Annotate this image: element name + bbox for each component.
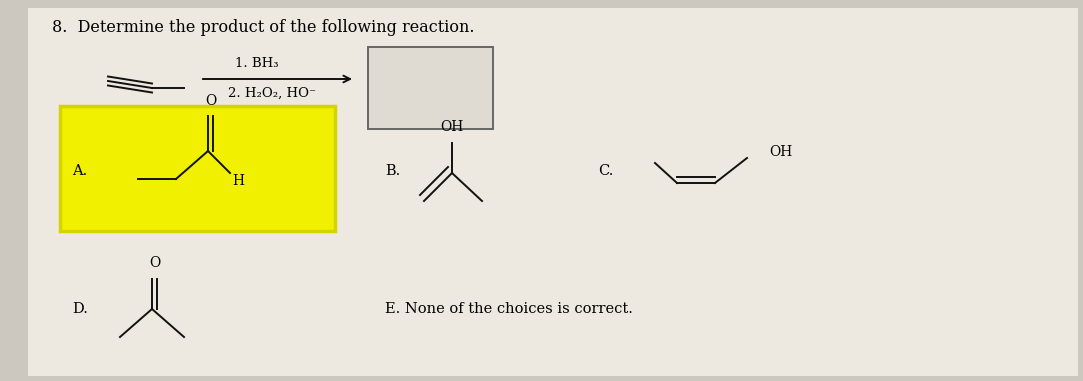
Bar: [368, 47, 493, 129]
Text: D.: D.: [71, 302, 88, 316]
Text: 8.  Determine the product of the following reaction.: 8. Determine the product of the followin…: [52, 19, 474, 36]
Text: O: O: [149, 256, 160, 270]
Text: 1. BH₃: 1. BH₃: [235, 56, 278, 69]
Text: A.: A.: [71, 164, 88, 178]
Text: O: O: [205, 94, 217, 108]
Text: OH: OH: [441, 120, 464, 134]
Text: H: H: [232, 174, 244, 188]
Text: E. None of the choices is correct.: E. None of the choices is correct.: [384, 302, 632, 316]
Text: OH: OH: [769, 145, 793, 159]
Text: 2. H₂O₂, HO⁻: 2. H₂O₂, HO⁻: [229, 86, 316, 99]
Text: B.: B.: [384, 164, 401, 178]
Text: C.: C.: [598, 164, 613, 178]
Bar: [60, 106, 335, 231]
